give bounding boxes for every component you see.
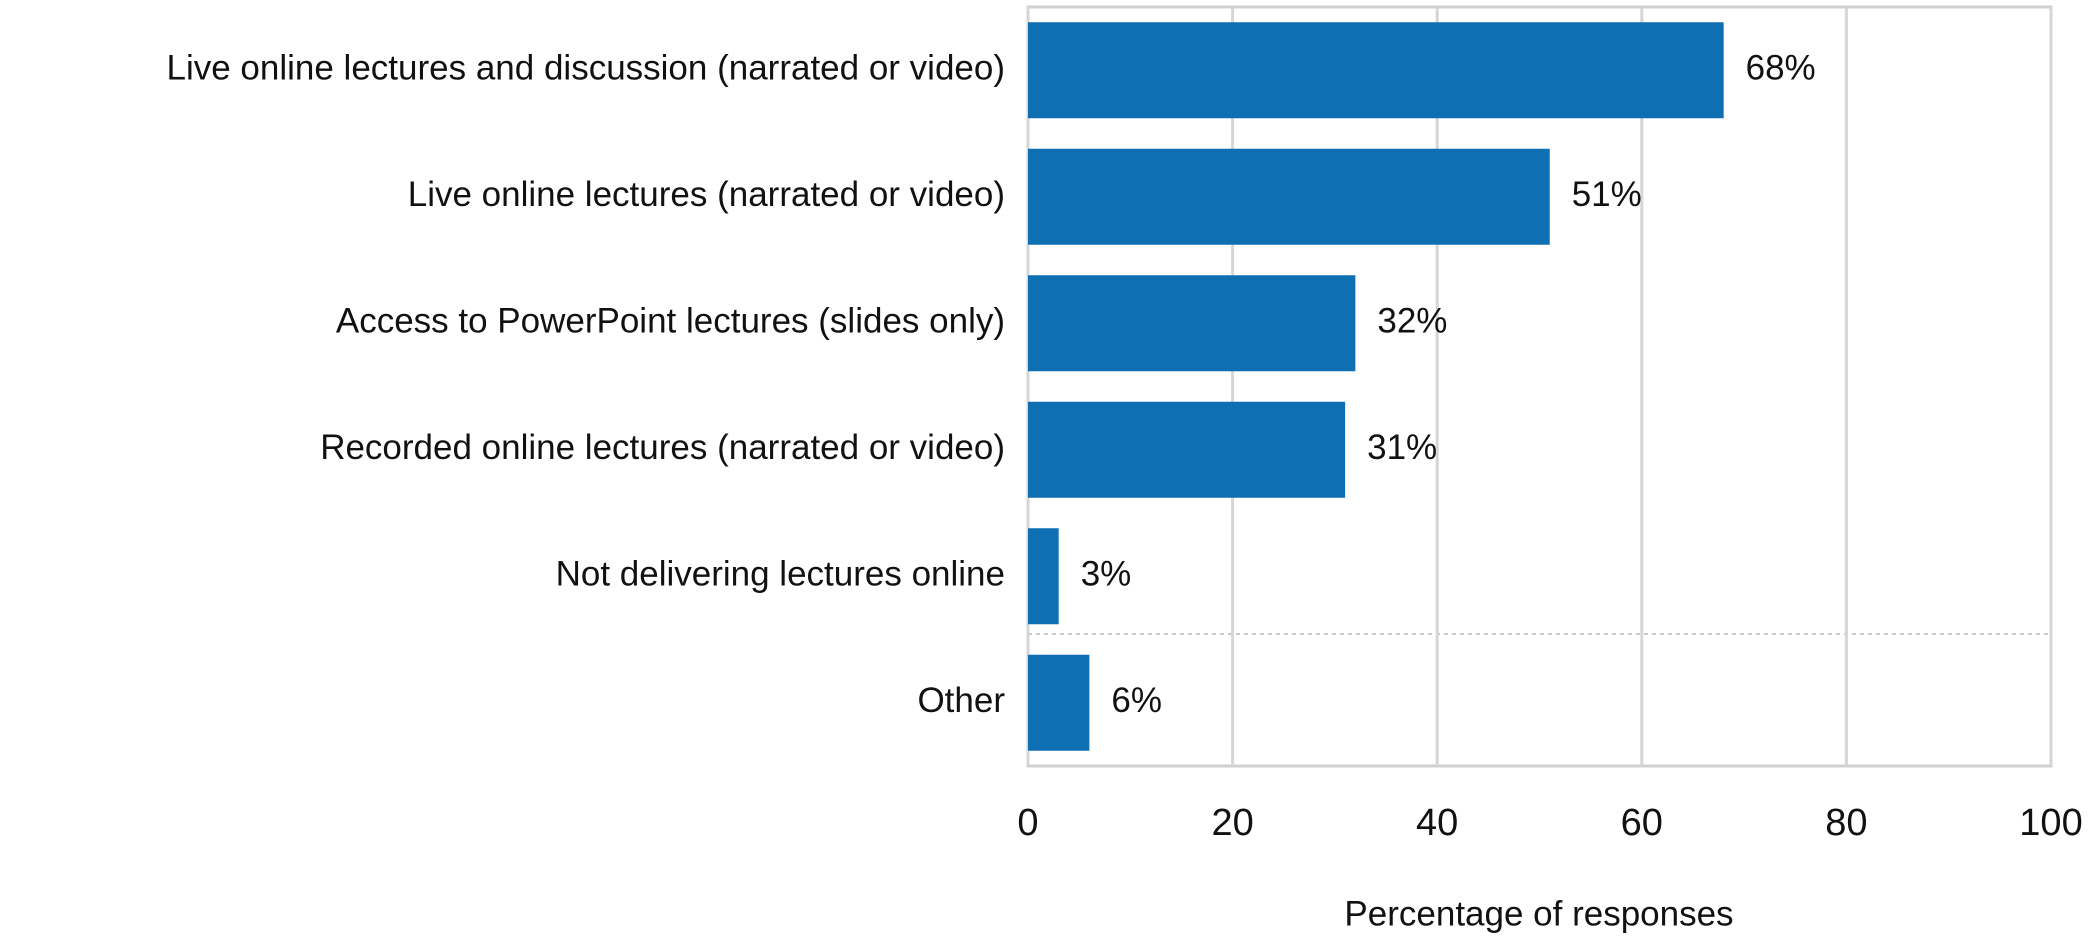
x-tick-label: 60 — [1621, 802, 1663, 844]
x-tick-label: 20 — [1211, 802, 1253, 844]
data-label: 68% — [1746, 49, 1816, 88]
data-label: 51% — [1572, 175, 1642, 214]
y-tick-label: Not delivering lectures online — [556, 555, 1005, 594]
data-label: 3% — [1081, 555, 1132, 594]
y-tick-label: Other — [917, 681, 1005, 720]
bar — [1028, 148, 1550, 245]
bar — [1028, 528, 1059, 625]
y-tick-label: Live online lectures (narrated or video) — [408, 175, 1005, 214]
bar — [1028, 401, 1346, 498]
bar — [1028, 654, 1090, 751]
y-tick-label: Live online lectures and discussion (nar… — [166, 49, 1005, 88]
y-tick-label: Recorded online lectures (narrated or vi… — [320, 428, 1005, 467]
data-label: 6% — [1111, 681, 1162, 720]
data-label: 32% — [1377, 302, 1447, 341]
data-label: 31% — [1367, 428, 1437, 467]
x-tick-label: 0 — [1017, 802, 1038, 844]
bar — [1028, 275, 1356, 372]
x-tick-label: 40 — [1416, 802, 1458, 844]
bar — [1028, 22, 1724, 119]
x-tick-label: 80 — [1825, 802, 1867, 844]
plot-frame — [1026, 5, 2053, 768]
x-tick-label: 100 — [2019, 802, 2082, 844]
y-tick-label: Access to PowerPoint lectures (slides on… — [336, 302, 1005, 341]
x-axis-title: Percentage of responses — [1344, 894, 1733, 933]
